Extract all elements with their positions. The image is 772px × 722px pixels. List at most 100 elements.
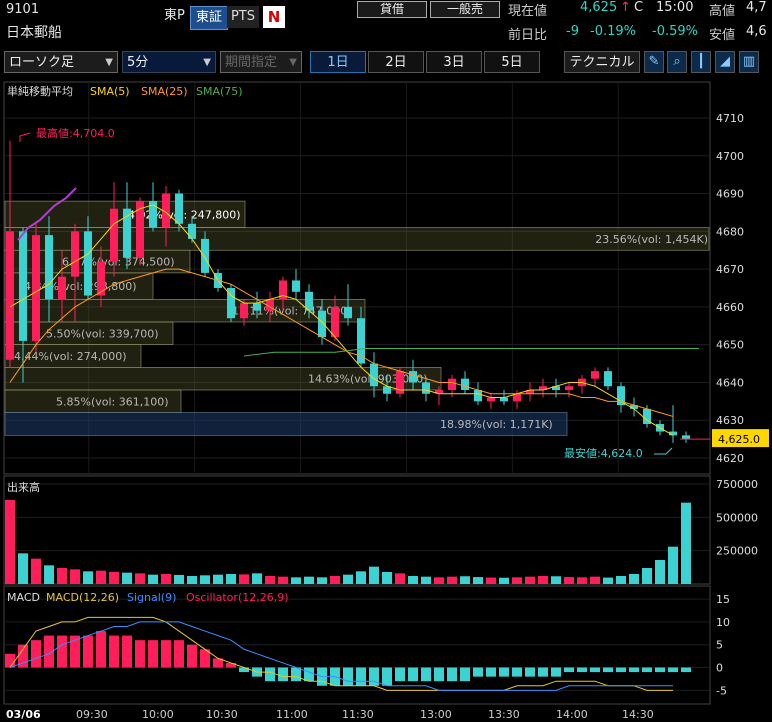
oscillator-bar — [629, 667, 639, 673]
n-badge[interactable]: N — [263, 6, 285, 28]
volume-bar — [31, 558, 41, 584]
volume-bar — [239, 574, 249, 584]
candle-body — [227, 288, 235, 319]
macd-legend: MACD(12,26) — [46, 591, 119, 604]
taishaku-button[interactable]: 貸借 — [357, 1, 427, 18]
oscillator-bar — [642, 667, 652, 673]
macd-title: MACD — [7, 591, 40, 604]
quote-header: 9101 日本郵船 東P 東証 PTS N 貸借 一般売 現在値 4,625 ↑… — [0, 0, 772, 44]
period-2d[interactable]: 2日 — [368, 51, 424, 73]
time-tick-label: 13:00 — [420, 708, 452, 721]
tosho-button[interactable]: 東証 — [190, 6, 228, 30]
chart-type-select[interactable]: ローソク足 ▼ — [4, 51, 118, 73]
oscillator-bar — [551, 667, 561, 677]
candle-body — [682, 435, 690, 440]
volume-bar — [395, 573, 405, 584]
time-tick-label: 03/06 — [6, 708, 41, 721]
period-3d[interactable]: 3日 — [426, 51, 482, 73]
volume-bar — [200, 575, 210, 584]
volume-bar — [447, 576, 457, 584]
volume-bar — [226, 574, 236, 584]
area-icon[interactable]: ◢ — [715, 51, 735, 73]
price-tick-label: 4680 — [716, 225, 744, 238]
price-tick-label: 4630 — [716, 414, 744, 427]
signal-line — [9, 621, 673, 691]
oscillator-bar — [96, 631, 106, 668]
volume-bar — [252, 573, 262, 584]
oscillator-bar — [590, 667, 600, 673]
bar-icon[interactable]: ▥ — [739, 51, 759, 73]
max-pointer — [19, 132, 31, 142]
candle-body — [370, 363, 378, 387]
volume-bar — [265, 576, 275, 584]
period-range-label: 期間指定 — [225, 55, 278, 70]
volume-profile-box — [4, 367, 442, 391]
annotations: 最高値:4,704.0 最安値:4,624.0 4,625.0 — [19, 126, 769, 460]
period-1d[interactable]: 1日 — [310, 51, 366, 73]
candle-body — [240, 303, 248, 319]
candle-body — [435, 390, 443, 394]
volume-bar — [434, 577, 444, 584]
volume-bar — [512, 577, 522, 584]
candle-body — [45, 235, 53, 300]
candle-body — [71, 231, 79, 277]
volume-profile-label: 4.44%(vol: 274,000) — [14, 350, 127, 363]
volume-bar — [551, 576, 561, 584]
volume-profile-label: 5.85%(vol: 361,100) — [56, 395, 169, 408]
candle-body — [539, 386, 547, 390]
oscillator-bar — [83, 635, 93, 668]
max-label: 最高値:4,704.0 — [36, 126, 115, 140]
candle-body — [461, 378, 469, 390]
oscillator-bar — [18, 644, 28, 668]
period-5d[interactable]: 5日 — [484, 51, 540, 73]
macd-tick-label: 15 — [716, 593, 730, 606]
candle-body — [552, 386, 560, 390]
price-tick-label: 4640 — [716, 376, 744, 389]
sma75-line — [243, 347, 699, 357]
price-grid — [4, 82, 710, 474]
oscillator-bar — [434, 667, 444, 682]
oscillator-bar — [369, 667, 379, 686]
interval-select[interactable]: 5分 ▼ — [122, 51, 216, 73]
oscillator-bar — [343, 667, 353, 686]
period-range-select[interactable]: 期間指定 ▼ — [220, 51, 302, 73]
candle-body — [305, 291, 313, 311]
oscillator-bar — [564, 667, 574, 673]
change-pct-2: -0.59% — [652, 24, 698, 39]
oscillator-bar — [395, 667, 405, 682]
volume-bar — [174, 574, 184, 584]
ippan-button[interactable]: 一般売 — [430, 1, 500, 18]
candle-body — [604, 371, 612, 387]
oscillator-bar — [681, 667, 691, 673]
volume-bar — [44, 565, 54, 584]
oscillator-bar — [239, 667, 249, 673]
candle-body — [617, 386, 625, 406]
candle-body — [396, 371, 404, 394]
zoom-icon[interactable]: ⌕ — [667, 51, 687, 73]
sma25-line — [9, 268, 674, 417]
oscillator-bar — [109, 635, 119, 668]
oscillator-bar — [304, 667, 314, 682]
volume-bar — [317, 577, 327, 584]
oscillator-bar — [70, 635, 80, 668]
technical-button[interactable]: テクニカル — [564, 51, 640, 73]
macd-tick-label: 5 — [716, 639, 723, 652]
candle-icon[interactable]: ┃ — [691, 51, 711, 73]
oscillator-bar — [538, 667, 548, 677]
candle-body — [513, 393, 521, 402]
oscillator-bar — [148, 640, 158, 668]
macd-line — [9, 616, 673, 691]
volume-bar — [161, 574, 171, 584]
pencil-icon[interactable]: ✎ — [644, 51, 664, 73]
high-value: 4,7 — [746, 0, 767, 15]
chevron-down-icon: ▼ — [289, 57, 297, 68]
price-chart[interactable]: 4.02%(vol: 247,800)23.56%(vol: 1,454K)6.… — [0, 80, 772, 722]
pts-button[interactable]: PTS — [227, 6, 259, 28]
low-value: 4,6 — [746, 24, 767, 39]
sma25-legend: SMA(25) — [141, 85, 188, 98]
price-tick-label: 4660 — [716, 301, 744, 314]
volume-bar — [668, 546, 678, 584]
time-tick-label: 11:30 — [342, 708, 374, 721]
current-time: 15:00 — [656, 0, 694, 15]
oscillator-bar — [135, 640, 145, 668]
